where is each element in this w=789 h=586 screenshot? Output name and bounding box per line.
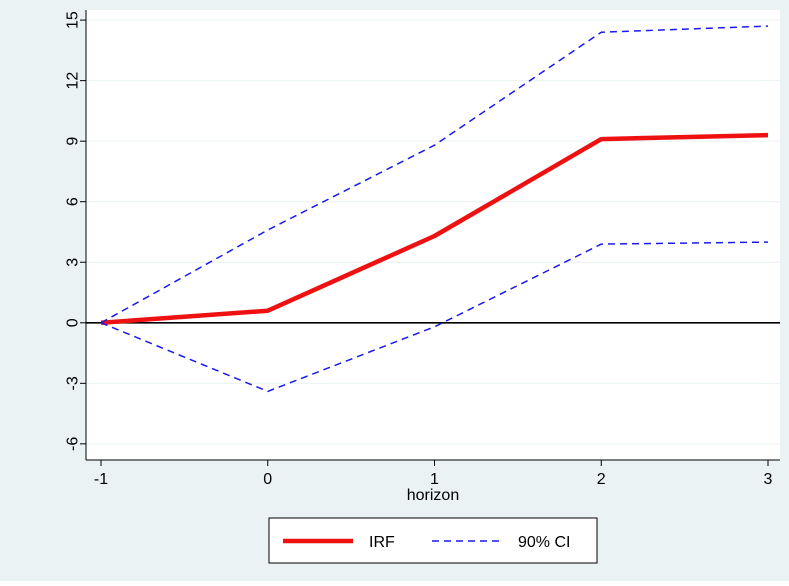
- x-axis-label: horizon: [407, 487, 459, 504]
- legend-ci-label: 90% CI: [518, 534, 570, 551]
- x-axis: -1 0 1 2 3: [86, 459, 780, 488]
- y-axis: -6 -3 0 3 6 9 12 15: [65, 10, 87, 460]
- gridlines: [86, 19, 780, 445]
- y-tick-label: 12: [65, 72, 82, 90]
- y-tick-label: 15: [65, 11, 82, 29]
- y-tick-label: 0: [65, 318, 82, 327]
- ci-lower-line: [100, 241, 769, 393]
- x-tick-label: 3: [764, 471, 773, 488]
- y-tick-label: 3: [65, 258, 82, 267]
- x-tick-label: 1: [430, 471, 439, 488]
- y-tick-label: 6: [65, 197, 82, 206]
- x-tick-label: 0: [263, 471, 272, 488]
- x-tick-label: -1: [94, 471, 108, 488]
- legend: IRF 90% CI: [268, 517, 598, 564]
- series-lines: [100, 25, 769, 393]
- y-tick-label: 9: [65, 137, 82, 146]
- legend-irf-label: IRF: [369, 534, 395, 551]
- y-tick-label: -6: [65, 437, 82, 451]
- y-tick-label: -3: [65, 376, 82, 390]
- x-tick-label: 2: [597, 471, 606, 488]
- irf-line: [100, 132, 769, 326]
- ci-upper-line: [100, 25, 769, 324]
